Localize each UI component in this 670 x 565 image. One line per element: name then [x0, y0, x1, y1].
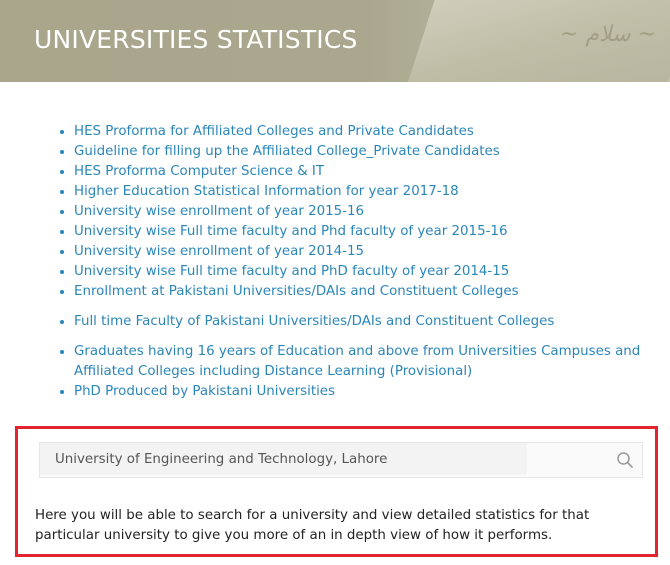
list-item: University wise enrollment of year 2014-…: [74, 242, 654, 262]
link-hes-proforma-affiliated[interactable]: HES Proforma for Affiliated Colleges and…: [74, 124, 474, 139]
list-item: Enrollment at Pakistani Universities/DAI…: [74, 282, 654, 302]
university-search-input[interactable]: [40, 443, 527, 475]
link-phd-produced[interactable]: PhD Produced by Pakistani Universities: [74, 384, 336, 399]
link-enrollment-2015-16[interactable]: University wise enrollment of year 2015-…: [74, 204, 365, 219]
link-enrollment-2014-15[interactable]: University wise enrollment of year 2014-…: [74, 244, 365, 259]
statistics-link-list: HES Proforma for Affiliated Colleges and…: [46, 122, 654, 402]
list-item: University wise Full time faculty and Ph…: [74, 262, 654, 282]
link-enrollment-pakistani-universities[interactable]: Enrollment at Pakistani Universities/DAI…: [74, 284, 519, 299]
link-guideline-affiliated[interactable]: Guideline for filling up the Affiliated …: [74, 144, 500, 159]
list-item: PhD Produced by Pakistani Universities: [74, 382, 654, 402]
search-box: [39, 442, 643, 478]
link-faculty-2014-15[interactable]: University wise Full time faculty and Ph…: [74, 264, 510, 279]
search-description: Here you will be able to search for a un…: [35, 508, 590, 543]
link-graduates-16-years[interactable]: Graduates having 16 years of Education a…: [74, 344, 641, 379]
page-banner: ~ سلام ~ UNIVERSITIES STATISTICS: [0, 0, 670, 82]
list-item: Higher Education Statistical Information…: [74, 182, 654, 202]
list-item: HES Proforma Computer Science & IT: [74, 162, 654, 182]
university-search-panel: Here you will be able to search for a un…: [15, 426, 658, 557]
search-icon[interactable]: [616, 451, 634, 469]
link-faculty-2015-16[interactable]: University wise Full time faculty and Ph…: [74, 224, 508, 239]
list-item: Graduates having 16 years of Education a…: [74, 342, 654, 382]
link-statistical-info-2017-18[interactable]: Higher Education Statistical Information…: [74, 184, 459, 199]
link-hes-proforma-cs-it[interactable]: HES Proforma Computer Science & IT: [74, 164, 325, 179]
list-item: Full time Faculty of Pakistani Universit…: [74, 312, 654, 332]
list-item: University wise enrollment of year 2015-…: [74, 202, 654, 222]
banner-calligraphy-decoration: ~ سلام ~: [559, 22, 656, 47]
link-faculty-pakistani-universities[interactable]: Full time Faculty of Pakistani Universit…: [74, 314, 555, 329]
list-item: Guideline for filling up the Affiliated …: [74, 142, 654, 162]
list-item: HES Proforma for Affiliated Colleges and…: [74, 122, 654, 142]
list-item: University wise Full time faculty and Ph…: [74, 222, 654, 242]
page-title: UNIVERSITIES STATISTICS: [34, 25, 358, 54]
